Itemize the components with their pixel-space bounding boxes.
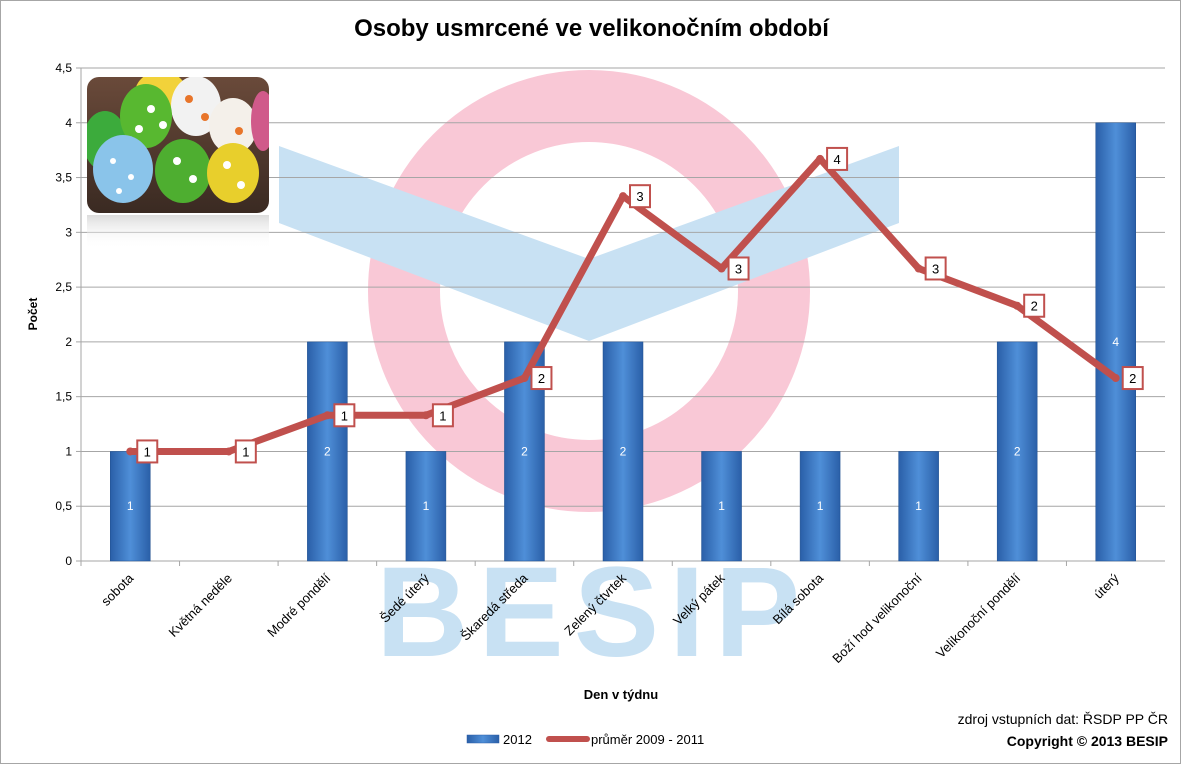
bar-0 — [110, 451, 151, 562]
average-point-2 — [323, 411, 332, 420]
watermark-chevron — [279, 146, 899, 341]
average-label-box — [431, 403, 454, 428]
average-label-box — [924, 256, 947, 281]
bar-data-label: 1 — [423, 499, 430, 513]
legend-label-average: průměr 2009 - 2011 — [591, 732, 704, 747]
bar-data-label: 2 — [1014, 444, 1021, 458]
chart-legend: 2012 průměr 2009 - 2011 — [466, 732, 704, 747]
y-axis-title: Počet — [26, 298, 40, 331]
bar-data-label: 1 — [127, 499, 134, 513]
bar-2 — [307, 341, 348, 562]
average-label-box — [333, 403, 356, 428]
average-data-label: 2 — [1031, 299, 1038, 314]
average-data-label: 1 — [242, 444, 249, 459]
legend-swatch-2012 — [466, 734, 500, 744]
y-tick-label: 0 — [65, 554, 72, 568]
bar-data-label: 4 — [1112, 335, 1119, 349]
average-data-label: 1 — [144, 444, 151, 459]
average-label-box — [234, 439, 257, 464]
average-label-box — [727, 256, 750, 281]
bar-3 — [405, 451, 447, 562]
average-label-box — [1121, 366, 1144, 391]
x-tick-label: úterý — [1091, 570, 1122, 601]
bar-series: 1 2 1 2 2 1 1 1 2 4 — [110, 122, 1136, 562]
average-point-7 — [816, 154, 825, 163]
bar-6 — [701, 451, 742, 562]
average-label-box — [530, 366, 553, 391]
average-data-label: 3 — [735, 261, 742, 276]
average-data-label: 3 — [636, 189, 643, 204]
besip-watermark: BESIP — [279, 70, 899, 684]
x-tick-label: sobota — [98, 570, 137, 609]
average-label-box — [1023, 293, 1046, 318]
legend-label-2012: 2012 — [503, 732, 532, 747]
y-tick-label: 3,5 — [55, 171, 72, 185]
bar-data-label: 1 — [718, 499, 725, 513]
y-tick-label: 4,5 — [55, 61, 72, 75]
chart-title: Osoby usmrcené ve velikonočním období — [354, 15, 829, 42]
copyright-note: Copyright © 2013 BESIP — [1006, 733, 1168, 749]
average-label-box — [136, 439, 159, 464]
y-tick-label: 1 — [65, 444, 72, 458]
bar-data-label: 2 — [324, 444, 331, 458]
average-data-label: 3 — [932, 261, 939, 276]
average-data-label: 2 — [538, 371, 545, 386]
average-data-label: 1 — [341, 408, 348, 423]
average-data-label: 4 — [833, 152, 840, 167]
x-tick-label: Květná neděle — [166, 571, 235, 640]
y-tick-label: 1,5 — [55, 390, 72, 404]
x-tick-label: Modré pondělí — [264, 570, 334, 640]
average-label-box — [826, 146, 849, 171]
bar-7 — [799, 451, 841, 562]
average-data-label: 1 — [439, 408, 446, 423]
x-tick-label: Boží hod velikonoční — [829, 570, 925, 666]
bar-5 — [602, 341, 644, 562]
bar-data-label: 2 — [521, 444, 528, 458]
average-point-9 — [1013, 301, 1022, 310]
x-tick-label: Velikonoční pondělí — [933, 570, 1024, 661]
bar-data-label: 1 — [817, 499, 824, 513]
average-data-label: 2 — [1129, 371, 1136, 386]
y-tick-label: 2,5 — [55, 280, 72, 294]
average-point-5 — [619, 192, 627, 201]
average-point-0 — [126, 447, 135, 456]
average-label-box — [629, 184, 651, 209]
average-point-3 — [421, 411, 430, 420]
bar-data-label: 1 — [915, 499, 922, 513]
y-tick-label: 4 — [65, 116, 72, 130]
bar-8 — [898, 451, 939, 562]
easter-eggs-photo — [87, 77, 269, 249]
watermark-text: BESIP — [376, 541, 810, 684]
average-point-1 — [224, 447, 233, 456]
bar-9 — [996, 341, 1038, 562]
source-note: zdroj vstupních dat: ŘSDP PP ČR — [957, 711, 1168, 727]
average-point-8 — [914, 264, 923, 273]
average-point-10 — [1111, 374, 1120, 383]
bar-data-label: 2 — [620, 444, 627, 458]
y-tick-label: 3 — [65, 225, 72, 239]
bar-10 — [1095, 122, 1136, 562]
average-point-4 — [520, 374, 529, 383]
y-tick-label: 0,5 — [55, 499, 72, 513]
watermark-ring — [368, 70, 810, 512]
average-point-6 — [717, 264, 726, 273]
line-series: 1 1 1 1 2 3 3 4 3 2 2 — [126, 146, 1144, 464]
y-tick-label: 2 — [65, 335, 72, 349]
x-axis-title: Den v týdnu — [584, 687, 658, 702]
